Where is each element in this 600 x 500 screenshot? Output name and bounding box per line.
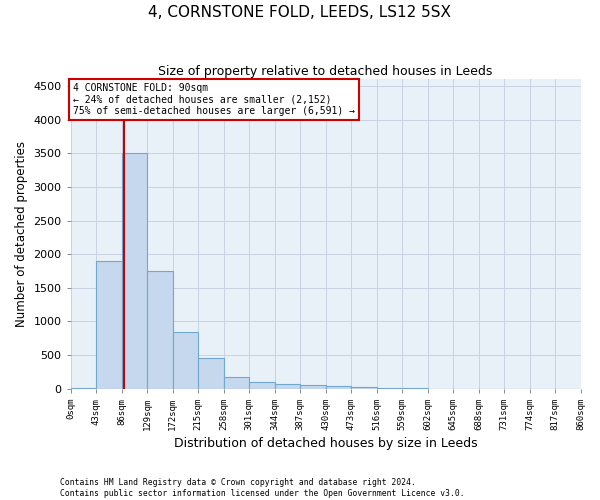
Text: 4 CORNSTONE FOLD: 90sqm
← 24% of detached houses are smaller (2,152)
75% of semi: 4 CORNSTONE FOLD: 90sqm ← 24% of detache… <box>73 83 355 116</box>
Bar <box>351 388 377 389</box>
Bar <box>147 271 173 389</box>
Bar <box>198 358 224 389</box>
Bar <box>300 384 326 389</box>
Y-axis label: Number of detached properties: Number of detached properties <box>15 141 28 327</box>
Bar <box>377 388 402 389</box>
Bar <box>122 153 147 389</box>
Text: Contains HM Land Registry data © Crown copyright and database right 2024.
Contai: Contains HM Land Registry data © Crown c… <box>60 478 464 498</box>
Bar <box>275 384 300 389</box>
Bar <box>96 261 122 389</box>
Bar <box>173 332 198 389</box>
Bar <box>224 377 249 389</box>
Title: Size of property relative to detached houses in Leeds: Size of property relative to detached ho… <box>158 65 493 78</box>
Text: 4, CORNSTONE FOLD, LEEDS, LS12 5SX: 4, CORNSTONE FOLD, LEEDS, LS12 5SX <box>149 5 452 20</box>
Bar <box>326 386 351 389</box>
X-axis label: Distribution of detached houses by size in Leeds: Distribution of detached houses by size … <box>174 437 478 450</box>
Bar <box>249 382 275 389</box>
